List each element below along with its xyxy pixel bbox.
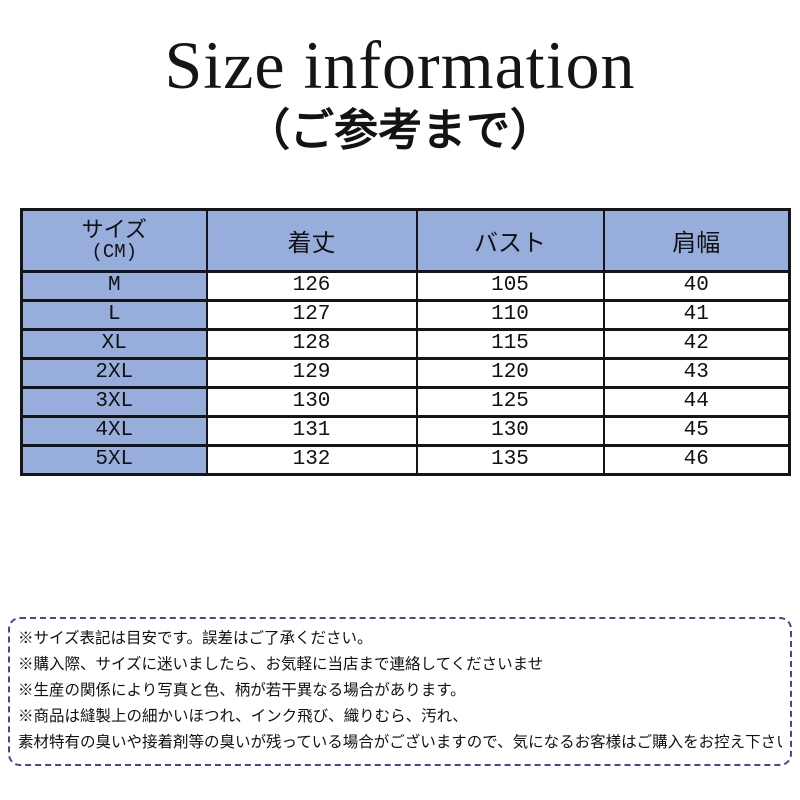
bust-cell: 105 <box>415 269 605 302</box>
table-row-m: M 126 105 40 <box>20 269 791 302</box>
table-row-5xl: 5XL 132 135 46 <box>20 443 791 476</box>
shoulder-cell: 45 <box>602 414 791 447</box>
length-cell: 127 <box>205 298 418 331</box>
note-size-disclaimer: ※サイズ表記は目安です。誤差はご了承ください。 <box>18 630 373 647</box>
header-size-label: サイズ <box>81 216 147 242</box>
size-cell: L <box>20 298 208 331</box>
length-cell: 126 <box>205 269 418 302</box>
header-shoulder: 肩幅 <box>602 207 791 273</box>
length-cell: 130 <box>205 385 418 418</box>
size-table-header-row: サイズ (CM) 着丈 バスト 肩幅 <box>20 207 791 273</box>
shoulder-cell: 41 <box>602 298 791 331</box>
notes-box: ※サイズ表記は目安です。誤差はご了承ください。 ※購入際、サイズに迷いましたら、… <box>8 617 792 766</box>
size-cell: 4XL <box>20 414 208 447</box>
size-table: サイズ (CM) 着丈 バスト 肩幅 M 126 105 40 L 127 11… <box>20 207 791 476</box>
page-title: Size information <box>164 27 636 103</box>
note-product-flaws: ※商品は縫製上の細かいほつれ、インク飛び、織りむら、汚れ、 <box>18 708 468 725</box>
shoulder-cell: 42 <box>602 327 791 360</box>
header-length: 着丈 <box>205 207 418 273</box>
length-cell: 129 <box>205 356 418 389</box>
bust-cell: 135 <box>415 443 605 476</box>
length-cell: 132 <box>205 443 418 476</box>
length-cell: 128 <box>205 327 418 360</box>
page-subtitle: （ご参考まで） <box>246 106 554 156</box>
note-contact: ※購入際、サイズに迷いましたら、お気軽に当店まで連絡してくださいませ <box>18 656 544 673</box>
shoulder-cell: 44 <box>602 385 791 418</box>
bust-cell: 110 <box>415 298 605 331</box>
table-row-3xl: 3XL 130 125 44 <box>20 385 791 418</box>
size-cell: 5XL <box>20 443 208 476</box>
header-bust: バスト <box>415 207 605 273</box>
bust-cell: 115 <box>415 327 605 360</box>
header-size-cm: サイズ (CM) <box>20 207 208 273</box>
shoulder-cell: 40 <box>602 269 791 302</box>
note-color-difference: ※生産の関係により写真と色、柄が若干異なる場合があります。 <box>18 682 466 699</box>
bust-cell: 130 <box>415 414 605 447</box>
size-cell: 2XL <box>20 356 208 389</box>
length-cell: 131 <box>205 414 418 447</box>
bust-cell: 120 <box>415 356 605 389</box>
shoulder-cell: 46 <box>602 443 791 476</box>
note-odor-warning: 素材特有の臭いや接着剤等の臭いが残っている場合がございますので、気になるお客様は… <box>18 734 782 751</box>
table-row-2xl: 2XL 129 120 43 <box>20 356 791 389</box>
bust-cell: 125 <box>415 385 605 418</box>
size-cell: M <box>20 269 208 302</box>
table-row-xl: XL 128 115 42 <box>20 327 791 360</box>
size-cell: XL <box>20 327 208 360</box>
size-cell: 3XL <box>20 385 208 418</box>
shoulder-cell: 43 <box>602 356 791 389</box>
table-row-4xl: 4XL 131 130 45 <box>20 414 791 447</box>
table-row-l: L 127 110 41 <box>20 298 791 331</box>
header-size-unit: (CM) <box>91 241 138 263</box>
